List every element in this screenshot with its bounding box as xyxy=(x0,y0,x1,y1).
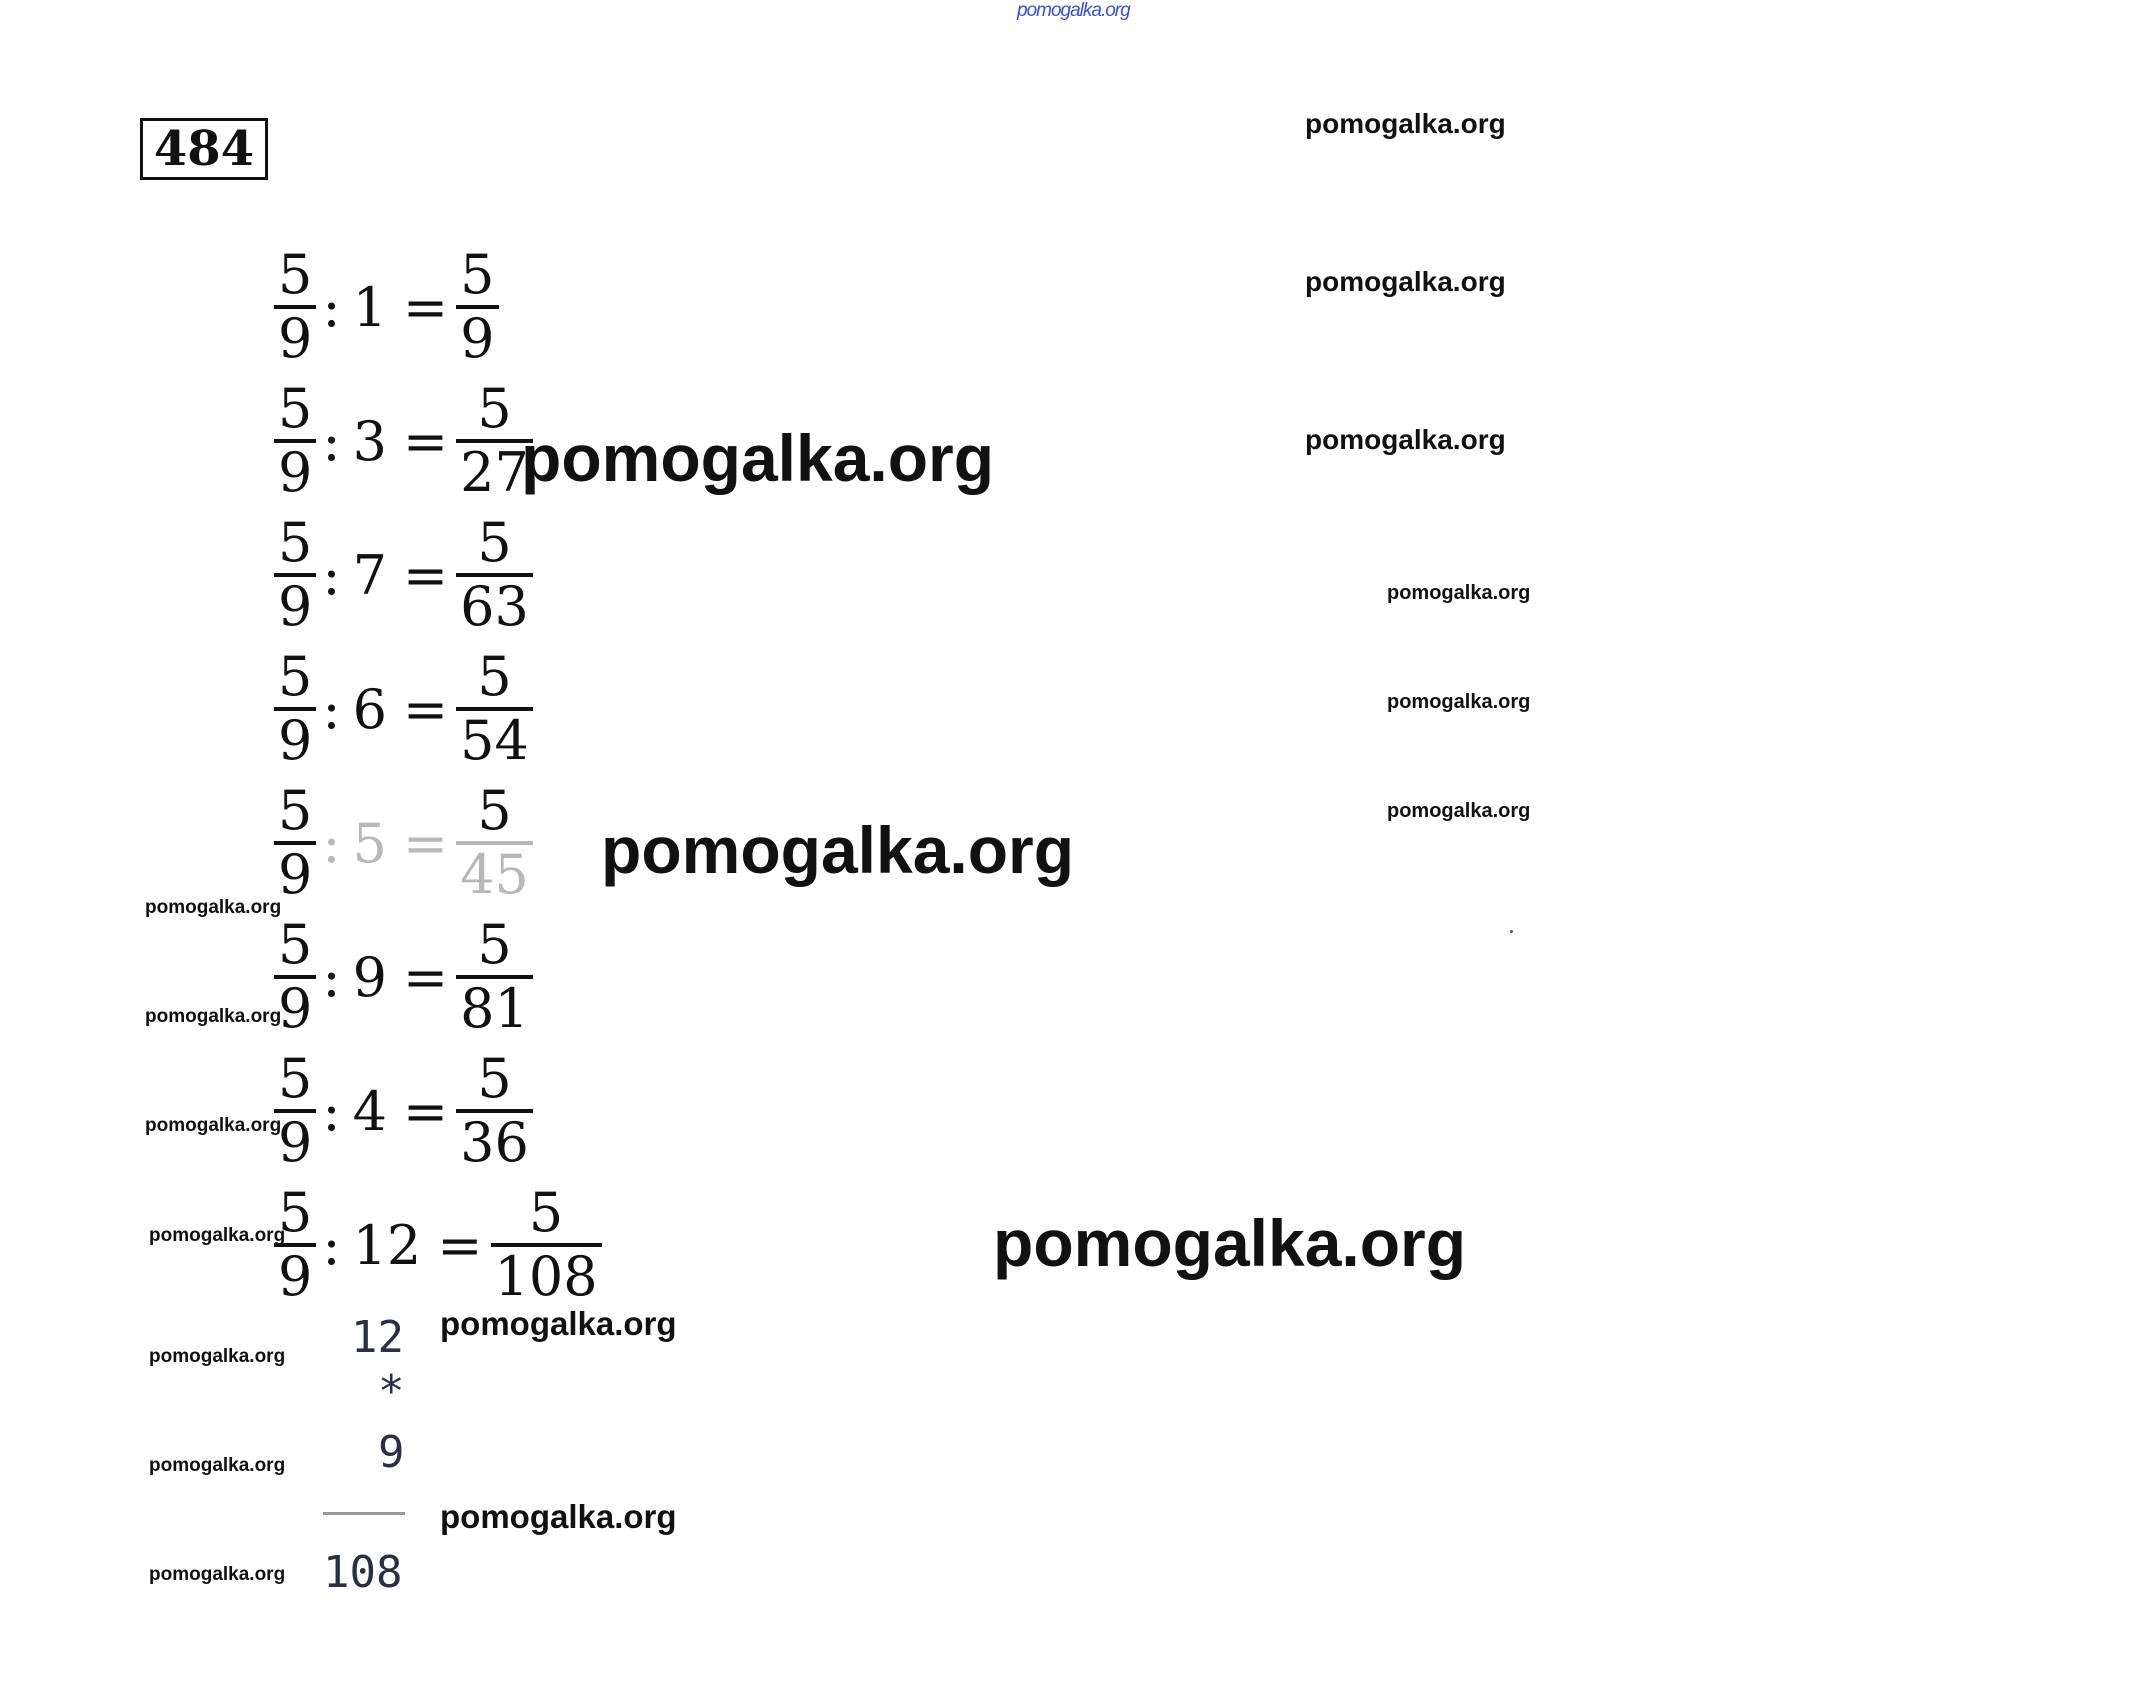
watermark-small-3: pomogalka.org xyxy=(1387,800,1531,822)
result-fraction: 5 63 xyxy=(456,513,533,637)
result-fraction: 5 81 xyxy=(456,915,533,1039)
colon-sign: : xyxy=(322,1079,341,1143)
colon-sign: : xyxy=(322,275,341,339)
watermark-left-4: pomogalka.org xyxy=(149,1225,286,1246)
equals-sign: = xyxy=(402,275,449,339)
watermark-big-2: pomogalka.org xyxy=(601,813,1075,887)
watermark-right-1: pomogalka.org xyxy=(1305,108,1506,139)
equals-sign: = xyxy=(437,1213,483,1277)
equals-sign: = xyxy=(402,1079,449,1143)
equals-sign: = xyxy=(402,811,449,875)
result-fraction: 5 108 xyxy=(490,1183,602,1307)
equals-sign: = xyxy=(402,543,449,607)
watermark-right-3: pomogalka.org xyxy=(1305,424,1506,455)
watermark-left-1: pomogalka.org xyxy=(145,897,282,918)
colon-sign: : xyxy=(322,1213,341,1277)
result-fraction: 5 45 xyxy=(456,781,533,905)
watermark-mid-2: pomogalka.org xyxy=(440,1498,677,1535)
colon-sign: : xyxy=(322,543,341,607)
watermark-left-7: pomogalka.org xyxy=(149,1564,286,1585)
calc-top-number: 12 xyxy=(351,1312,404,1363)
colon-sign: : xyxy=(322,677,341,741)
calc-result: 108 xyxy=(323,1547,403,1598)
divisor: 6 xyxy=(352,677,387,741)
watermark-small-1: pomogalka.org xyxy=(1387,582,1531,604)
result-fraction: 5 36 xyxy=(456,1049,533,1173)
equals-sign: = xyxy=(402,677,449,741)
watermark-left-5: pomogalka.org xyxy=(149,1346,286,1367)
divisor: 12 xyxy=(352,1213,422,1277)
colon-sign: : xyxy=(322,409,341,473)
equals-sign: = xyxy=(402,409,449,473)
equals-sign: = xyxy=(402,945,449,1009)
watermark-small-2: pomogalka.org xyxy=(1387,691,1531,713)
watermark-big-3: pomogalka.org xyxy=(993,1206,1467,1280)
task-number: 484 xyxy=(140,118,268,180)
result-fraction: 5 27 xyxy=(456,379,533,503)
header-watermark: pomogalka.org xyxy=(1017,0,1131,21)
calc-divider xyxy=(323,1512,405,1515)
divisor: 3 xyxy=(352,409,387,473)
watermark-big-1: pomogalka.org xyxy=(521,421,995,495)
watermark-left-6: pomogalka.org xyxy=(149,1455,286,1476)
result-fraction: 5 54 xyxy=(456,647,533,771)
watermark-left-3: pomogalka.org xyxy=(145,1115,282,1136)
divisor: 5 xyxy=(352,811,387,875)
watermark-right-2: pomogalka.org xyxy=(1305,266,1506,297)
divisor: 9 xyxy=(352,945,387,1009)
divisor: 4 xyxy=(352,1079,387,1143)
divisor: 7 xyxy=(352,543,387,607)
speck xyxy=(1510,930,1513,933)
watermark-left-2: pomogalka.org xyxy=(145,1006,282,1027)
colon-sign: : xyxy=(322,945,341,1009)
divisor: 1 xyxy=(352,275,387,339)
watermark-mid-1: pomogalka.org xyxy=(440,1305,677,1342)
colon-sign: : xyxy=(322,811,341,875)
calc-operator: * xyxy=(378,1366,405,1417)
calc-bottom-number: 9 xyxy=(378,1427,405,1478)
